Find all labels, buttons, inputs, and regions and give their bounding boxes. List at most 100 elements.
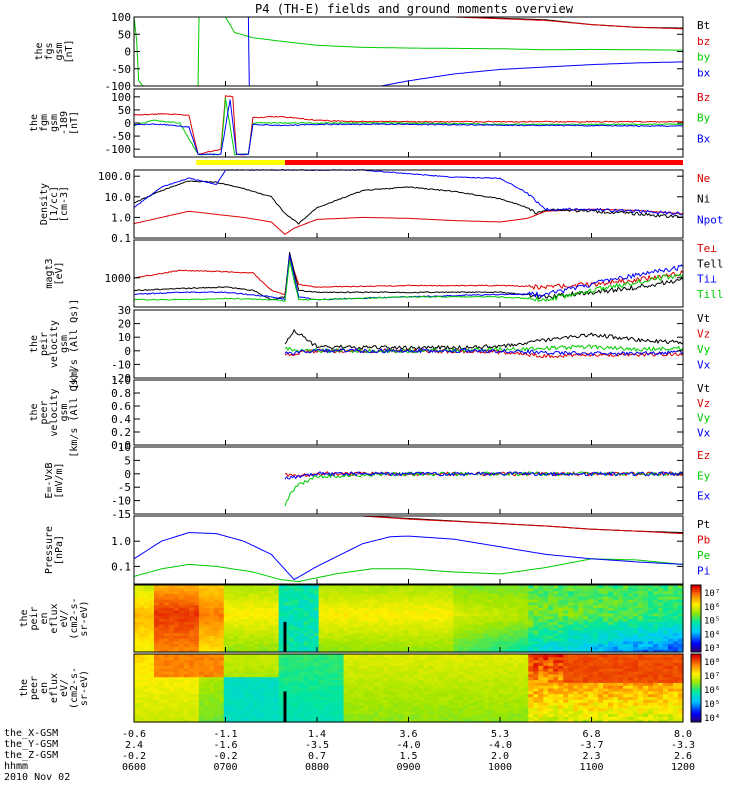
heatmap-cell — [483, 685, 489, 689]
heatmap-cell — [593, 621, 599, 625]
heatmap-cell — [558, 638, 564, 642]
heatmap-cell — [588, 626, 594, 631]
heatmap-cell — [623, 643, 629, 647]
heatmap-cell — [528, 705, 534, 709]
heatmap-cell — [488, 635, 494, 639]
series-fgm-By — [133, 97, 684, 156]
heatmap-cell — [298, 624, 305, 628]
heatmap-cell — [323, 682, 330, 686]
heatmap-cell — [643, 618, 649, 622]
heatmap-cell — [159, 649, 165, 653]
legend-peir_vel-Vx: Vx — [697, 359, 711, 372]
heatmap-cell — [398, 638, 405, 642]
heatmap-cell — [228, 668, 235, 672]
colorbar-step — [691, 602, 701, 606]
heatmap-cell — [453, 624, 459, 628]
heatmap-cell — [363, 604, 370, 608]
heatmap-cell — [163, 705, 170, 709]
heatmap-cell — [373, 710, 380, 715]
heatmap-cell — [478, 601, 484, 606]
heatmap-cell — [423, 646, 430, 650]
heatmap-cell — [443, 713, 449, 717]
heatmap-cell — [134, 593, 140, 597]
heatmap-cell — [473, 699, 479, 703]
heatmap-cell — [144, 719, 150, 723]
heatmap-cell — [563, 621, 569, 625]
heatmap-cell — [408, 590, 415, 594]
heatmap-cell — [423, 673, 430, 678]
heatmap-cell — [258, 690, 265, 695]
heatmap-cell — [368, 662, 375, 666]
heatmap-cell — [223, 632, 230, 636]
heatmap-cell — [473, 659, 479, 664]
heatmap-cell — [383, 643, 390, 647]
heatmap-cell — [578, 607, 584, 611]
heatmap-cell — [378, 710, 385, 715]
heatmap-cell — [413, 615, 420, 620]
heatmap-cell — [338, 719, 345, 723]
heatmap-cell — [368, 621, 375, 625]
heatmap-cell — [283, 699, 290, 703]
heatmap-cell — [508, 632, 514, 636]
heatmap-cell — [398, 676, 405, 681]
heatmap-cell — [288, 654, 295, 658]
heatmap-cell — [318, 635, 325, 639]
heatmap-cell — [498, 621, 504, 625]
heatmap-cell — [313, 707, 320, 712]
heatmap-cell — [473, 693, 479, 698]
heatmap-cell — [208, 593, 215, 597]
heatmap-cell — [483, 618, 489, 622]
heatmap-cell — [458, 690, 464, 695]
heatmap-cell — [263, 629, 270, 634]
heatmap-cell — [183, 696, 190, 700]
heatmap-cell — [173, 601, 180, 606]
heatmap-cell — [243, 671, 250, 675]
heatmap-cell — [418, 688, 425, 692]
heatmap-cell — [144, 604, 150, 608]
heatmap-cell — [258, 621, 265, 625]
heatmap-cell — [188, 599, 195, 603]
heatmap-cell — [178, 638, 185, 642]
heatmap-cell — [468, 635, 474, 639]
heatmap-cell — [238, 696, 245, 700]
heatmap-cell — [518, 618, 524, 622]
heatmap-cell — [413, 646, 420, 650]
heatmap-cell — [218, 707, 225, 712]
heatmap-cell — [428, 673, 435, 678]
heatmap-cell — [503, 654, 509, 658]
heatmap-cell — [428, 590, 435, 594]
heatmap-cell — [208, 671, 215, 675]
heatmap-cell — [168, 629, 175, 634]
heatmap-cell — [398, 646, 405, 650]
heatmap-cell — [313, 671, 320, 675]
heatmap-cell — [283, 654, 290, 658]
heatmap-cell — [173, 607, 180, 611]
heatmap-cell — [548, 624, 554, 628]
heatmap-cell — [313, 626, 320, 631]
heatmap-cell — [163, 610, 170, 614]
heatmap-cell — [578, 593, 584, 597]
heatmap-cell — [159, 671, 165, 675]
heatmap-cell — [448, 599, 454, 603]
heatmap-cell — [468, 671, 474, 675]
heatmap-cell — [268, 624, 275, 628]
heatmap-cell — [308, 640, 315, 645]
legend-peir_vel-Vy: Vy — [697, 343, 711, 356]
heatmap-cell — [253, 696, 260, 700]
heatmap-cell — [328, 688, 335, 692]
heatmap-cell — [423, 618, 430, 622]
heatmap-cell — [248, 668, 255, 672]
heatmap-cell — [168, 635, 175, 639]
heatmap-cell — [558, 593, 564, 597]
heatmap-cell — [363, 590, 370, 594]
heatmap-cell — [273, 607, 280, 611]
heatmap-cell — [443, 621, 449, 625]
heatmap-cell — [363, 682, 370, 686]
heatmap-cell — [458, 659, 464, 664]
heatmap-cell — [338, 690, 345, 695]
heatmap-cell — [283, 607, 290, 611]
heatmap-cell — [373, 638, 380, 642]
heatmap-cell — [438, 632, 444, 636]
heatmap-cell — [193, 665, 200, 669]
heatmap-cell — [538, 671, 544, 675]
